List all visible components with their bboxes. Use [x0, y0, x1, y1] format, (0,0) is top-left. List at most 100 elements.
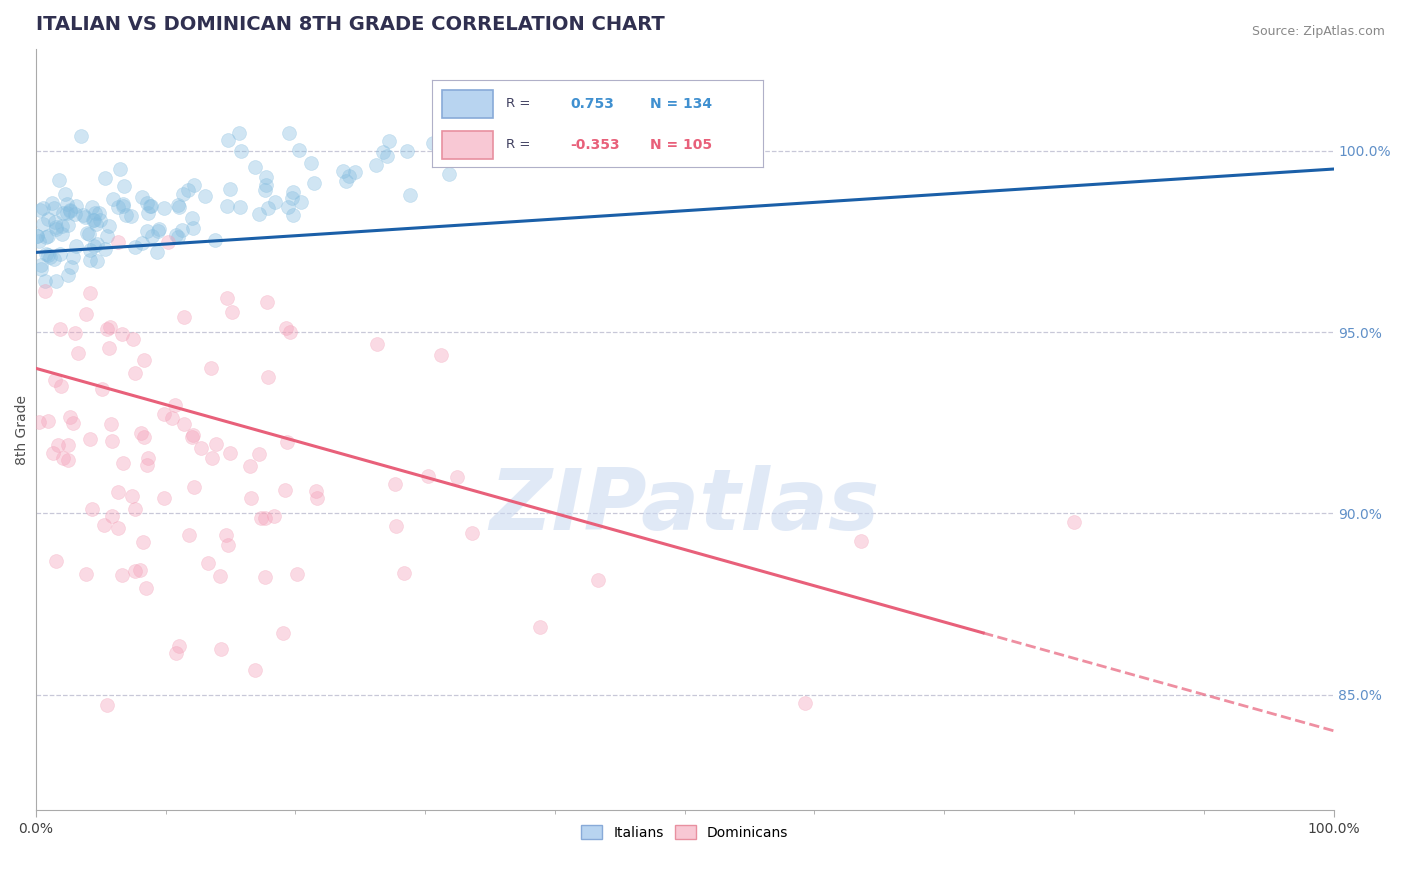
Point [65, 199, 87, 213]
Point [281, 190, 304, 204]
Point [273, 626, 295, 640]
Point [63, 207, 86, 221]
Point [107, 485, 129, 500]
Point [107, 200, 129, 214]
Point [446, 470, 468, 484]
Point [254, 178, 277, 192]
Point [398, 187, 420, 202]
Point [277, 200, 299, 214]
Point [41, 195, 63, 210]
Point [163, 398, 186, 412]
Point [229, 145, 252, 159]
Point [264, 194, 287, 209]
Point [51, 219, 73, 233]
Point [82, 200, 104, 214]
Point [394, 566, 416, 581]
Point [165, 227, 187, 242]
Point [135, 581, 157, 595]
Point [56, 268, 79, 282]
Point [200, 361, 222, 376]
Point [56, 196, 79, 211]
Point [197, 556, 219, 570]
Point [52, 450, 75, 465]
Point [145, 244, 167, 259]
Point [165, 646, 187, 660]
Point [170, 223, 193, 237]
Point [83, 212, 105, 227]
Point [253, 511, 276, 525]
Point [245, 160, 267, 174]
Point [32, 201, 55, 215]
Point [160, 410, 183, 425]
Point [25, 228, 48, 243]
Point [254, 570, 277, 584]
Point [141, 228, 163, 243]
Point [62, 251, 84, 265]
Text: ZIPatlas: ZIPatlas [489, 465, 880, 548]
Point [430, 349, 453, 363]
Point [42, 446, 65, 460]
Point [37, 229, 59, 244]
Point [190, 441, 212, 455]
Point [152, 491, 174, 505]
Point [335, 174, 357, 188]
Point [90, 382, 112, 396]
Point [239, 458, 262, 473]
Point [82, 213, 104, 227]
Point [132, 535, 155, 549]
Point [416, 469, 439, 483]
Point [375, 149, 398, 163]
Point [240, 491, 263, 505]
Point [25, 229, 48, 244]
Point [256, 294, 278, 309]
Point [136, 223, 159, 237]
Point [59, 410, 82, 425]
Point [257, 201, 280, 215]
Point [34, 285, 56, 299]
Point [217, 538, 239, 552]
Point [139, 199, 162, 213]
Point [167, 198, 190, 212]
Point [112, 179, 135, 194]
Point [204, 233, 226, 247]
Point [700, 126, 723, 140]
Point [56, 206, 79, 220]
Point [63, 326, 86, 340]
Point [79, 285, 101, 300]
Text: ITALIAN VS DOMINICAN 8TH GRADE CORRELATION CHART: ITALIAN VS DOMINICAN 8TH GRADE CORRELATI… [37, 15, 665, 34]
Point [167, 639, 190, 653]
Point [217, 133, 239, 147]
Point [72, 208, 94, 222]
Point [332, 164, 354, 178]
Point [96, 322, 118, 336]
Point [132, 352, 155, 367]
Point [1063, 515, 1085, 529]
Point [115, 208, 138, 222]
Point [39, 251, 62, 265]
Point [209, 641, 232, 656]
Point [568, 126, 591, 140]
Point [37, 414, 59, 428]
Point [276, 435, 298, 450]
Point [98, 219, 121, 234]
Point [849, 534, 872, 549]
Point [461, 126, 484, 140]
Point [228, 126, 250, 140]
Point [51, 227, 73, 241]
Point [58, 438, 80, 452]
Point [77, 227, 100, 241]
Point [37, 248, 59, 262]
Point [247, 207, 270, 221]
Point [173, 310, 195, 324]
Point [108, 162, 131, 177]
Point [366, 336, 388, 351]
Point [46, 438, 69, 452]
Point [384, 477, 406, 491]
Point [135, 458, 157, 472]
Point [254, 183, 277, 197]
Point [79, 243, 101, 257]
Point [120, 209, 142, 223]
Point [488, 146, 510, 161]
Point [45, 222, 67, 236]
Point [173, 417, 195, 432]
